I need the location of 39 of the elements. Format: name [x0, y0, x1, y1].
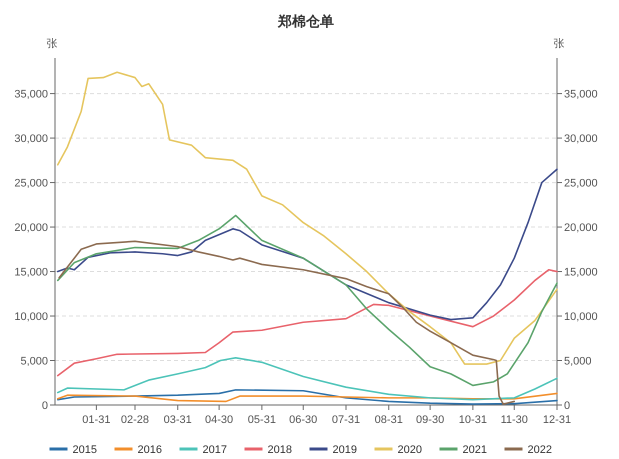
legend-label: 2022: [528, 444, 552, 456]
y-tick-label: 5,000: [20, 356, 48, 368]
y2-tick-label: 10,000: [564, 311, 598, 324]
legend-label: 2015: [72, 444, 97, 456]
x-tick-label: 01-31: [82, 414, 110, 426]
legend-label: 2018: [268, 444, 292, 456]
x-tick-label: 02-28: [120, 414, 150, 426]
y2-tick-label: 15,000: [564, 266, 598, 279]
y2-tick-label: 35,000: [564, 88, 598, 101]
y2-tick-label: 25,000: [564, 178, 598, 190]
y2-tick-label: 0: [564, 400, 570, 412]
legend-label: 2020: [398, 444, 422, 456]
y2-tick-label: 30,000: [564, 133, 598, 146]
x-tick-label: 04-30: [205, 414, 234, 426]
x-tick-label: 03-31: [164, 414, 192, 426]
y-tick-label: 35,000: [14, 88, 48, 101]
x-tick-label: 06-30: [289, 414, 318, 426]
y2-tick-label: 20,000: [564, 222, 598, 234]
y-tick-label: 25,000: [14, 178, 48, 190]
y-tick-label: 30,000: [14, 133, 48, 146]
x-tick-label: 08-31: [374, 414, 403, 426]
y-tick-label: 0: [42, 400, 48, 412]
y-tick-label: 10,000: [14, 311, 48, 324]
x-tick-label: 05-31: [248, 414, 276, 426]
y2-axis-title: 张: [554, 37, 564, 50]
y-tick-label: 20,000: [14, 222, 48, 234]
x-tick-label: 09-30: [416, 414, 444, 426]
legend-label: 2021: [462, 444, 487, 456]
x-tick-label: 07-31: [332, 414, 360, 426]
x-tick-label: 12-31: [542, 414, 572, 426]
x-tick-label: 10-31: [458, 414, 487, 426]
legend-label: 2016: [138, 444, 162, 456]
y-tick-label: 15,000: [14, 266, 48, 279]
y2-tick-label: 5,000: [564, 356, 592, 368]
y-axis-title: 张: [46, 37, 58, 50]
legend-label: 2017: [202, 444, 227, 456]
legend-label: 2019: [332, 444, 357, 456]
chart-title: 郑棉仓单: [277, 13, 334, 29]
x-tick-label: 11-30: [500, 414, 528, 426]
